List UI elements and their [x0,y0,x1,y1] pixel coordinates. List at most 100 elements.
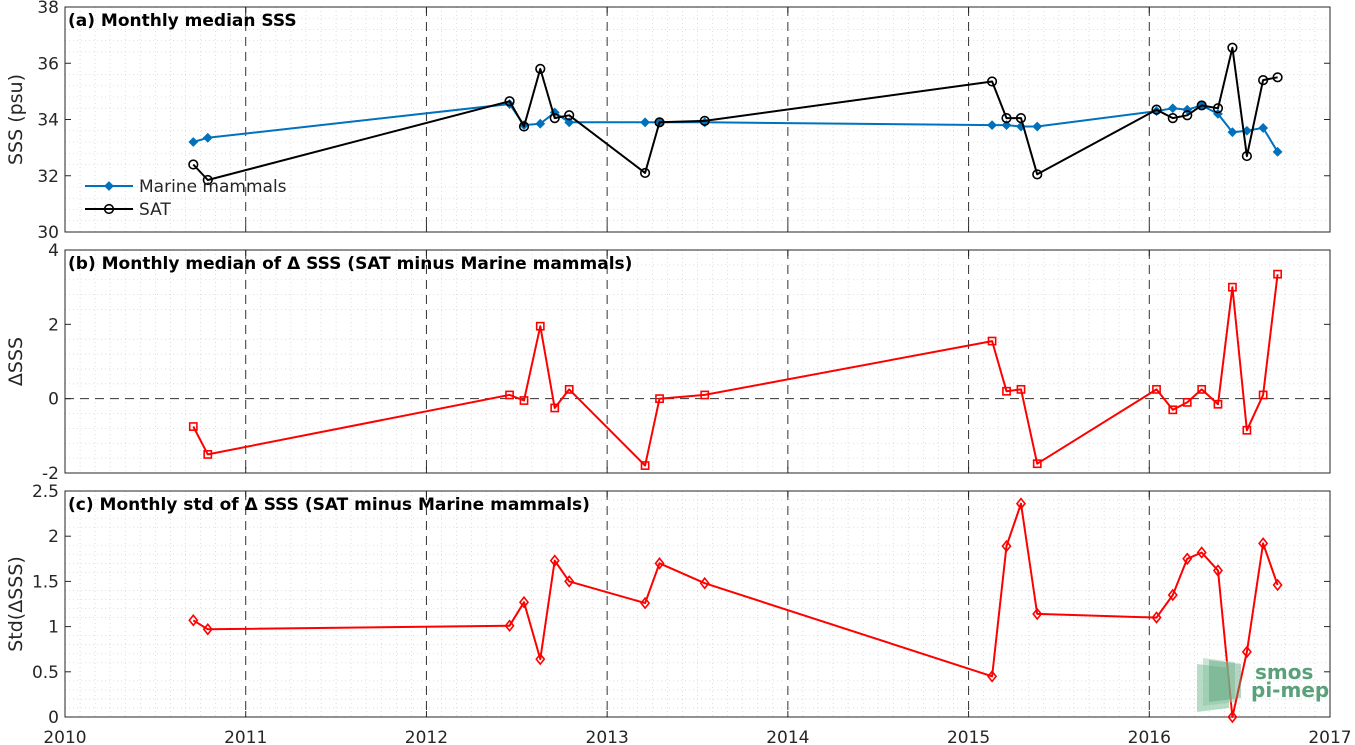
data-point-delta-sss [640,461,650,470]
x-tick-label: 2010 [43,728,86,745]
y-axis-label: SSS (psu) [5,74,27,165]
data-point-marine-mammals [1272,146,1283,157]
x-tick-label: 2017 [1308,728,1351,745]
data-point-marine-mammals [1227,127,1238,138]
data-point-sat [1032,169,1043,180]
data-point-std-delta-sss [1182,552,1193,566]
data-point-sat [1241,150,1252,162]
x-tick-label: 2011 [224,728,267,745]
grid [65,491,1330,717]
data-point-delta-sss [1168,405,1178,415]
data-point-std-delta-sss [564,575,575,588]
data-point-delta-sss [1032,459,1042,469]
data-point-delta-sss [188,422,198,431]
series-line [193,103,1279,153]
y-tick-label: 2.5 [32,482,59,502]
x-tick-label: 2015 [947,728,990,745]
data-point-sat [535,63,546,74]
data-point-std-delta-sss [1001,539,1012,553]
panel-c-std-delta-sss: 0 0.5 1 1.5 2 2.5 2010 2011 2012 2013 2014 2015 2016… [5,482,1352,745]
logo-text-smos: smos [1255,660,1313,684]
data-point-std-delta-sss [1241,645,1252,659]
data-point-sat [1151,104,1162,115]
logo-text-pi-mep: pi-mep [1251,678,1329,702]
series-sat [188,42,1283,186]
data-point-sat [1015,112,1027,124]
x-tick-label: 2013 [586,728,629,745]
y-tick-label: 1.5 [32,572,59,592]
data-point-sat [188,159,199,170]
data-point-sat [1272,72,1283,83]
data-point-marine-mammals [987,120,997,131]
data-point-std-delta-sss [654,557,665,570]
x-tick-label: 2016 [1128,728,1171,745]
data-point-std-delta-sss [1227,710,1238,724]
y-tick-label: 32 [37,167,59,187]
data-point-sat [1258,75,1269,86]
data-point-sat [564,110,575,121]
data-point-marine-mammals [535,118,546,129]
data-point-std-delta-sss [1196,546,1207,559]
series-values [188,269,1282,470]
data-point-marine-mammals [188,137,199,147]
data-point-sat [1227,42,1238,53]
data-point-sat [986,76,998,87]
y-tick-label: 2 [48,315,59,335]
data-point-sat [1001,112,1012,124]
data-point-sat [549,112,560,124]
data-point-marine-mammals [1032,121,1043,132]
data-point-sat [1167,112,1178,124]
legend: Marine mammals SAT [85,177,287,220]
series-line [192,274,1279,467]
data-point-sat [504,96,515,107]
data-point-delta-sss [1213,399,1223,409]
data-point-sat [699,115,710,127]
y-tick-label: 34 [37,111,59,131]
panel-title: (c) Monthly std of Δ SSS (SAT minus Mari… [68,495,590,515]
data-point-delta-sss [987,336,997,346]
data-point-delta-sss [535,321,545,331]
data-point-delta-sss [1273,269,1282,279]
y-tick-label: 2 [48,527,59,547]
data-point-delta-sss [1228,282,1237,292]
data-point-delta-sss [1182,397,1192,407]
data-point-sat [202,174,213,186]
axes-box [64,249,1331,474]
grid [65,7,1330,232]
data-point-std-delta-sss [549,554,560,567]
smos-pi-mep-logo: smos pi-mep [1197,658,1329,712]
data-point-std-delta-sss [1151,611,1162,624]
axes-box [64,490,1331,718]
data-point-std-delta-sss [1032,607,1043,621]
data-point-marine-mammals [1001,120,1012,131]
data-point-std-delta-sss [518,595,530,609]
y-tick-label: 4 [48,241,59,261]
legend-label: Marine mammals [139,177,287,197]
data-point-marine-mammals [202,132,213,143]
series-values [188,497,1283,724]
series-line [192,502,1279,718]
y-tick-label: 30 [37,223,59,243]
y-tick-label: -2 [42,464,59,484]
data-point-sat [1182,110,1193,121]
data-point-std-delta-sss [1167,588,1178,602]
data-point-std-delta-sss [1015,497,1027,510]
data-point-sat [103,203,115,215]
data-point-delta-sss [564,384,574,394]
data-point-std-delta-sss [987,670,998,683]
panel-b-delta-sss: -2 0 2 4 ΔSSS (b) Monthly median of Δ SSS (SA… [5,241,1331,484]
data-point-std-delta-sss [1272,578,1283,592]
data-point-marine-mammals [564,117,575,128]
y-axis-label: ΔSSS [5,337,27,386]
y-tick-label: 0 [48,390,59,410]
panel-title: (a) Monthly median SSS [68,11,297,31]
data-point-sat [1212,103,1224,114]
data-point-delta-sss [1197,384,1207,394]
panel-title: (b) Monthly median of Δ SSS (SAT minus M… [68,254,632,274]
panel-a-monthly-median-sss: 30 32 34 36 38 SSS (psu) (a) Monthly median SS… [5,0,1331,243]
y-tick-label: 36 [37,54,59,74]
x-tick-label: 2014 [766,728,809,745]
data-point-marine-mammals [1167,103,1178,114]
data-point-delta-sss [505,390,514,400]
